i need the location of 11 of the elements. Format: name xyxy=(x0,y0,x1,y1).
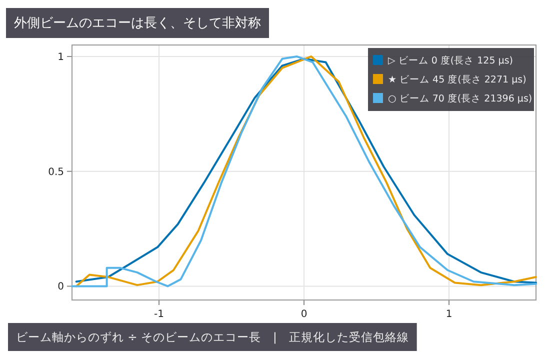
x-tick-label: -1 xyxy=(154,309,164,320)
chart-title: 外側ビームのエコーは長く、そして非対称 xyxy=(14,15,261,31)
x-tick-label: 0 xyxy=(300,309,308,320)
legend-label: ★ ビーム 45 度(長さ 2271 μs) xyxy=(388,74,526,86)
y-tick-label: 0 xyxy=(58,282,64,293)
legend-label: ○ ビーム 70 度(長さ 21396 μs) xyxy=(388,92,532,104)
x-axis-title: ビーム軸からのずれ ÷ そのビームのエコー長 | 正規化した受信包絡線 xyxy=(16,330,409,344)
y-tick-label: 1 xyxy=(58,52,64,63)
legend-label: ▷ ビーム 0 度(長さ 125 μs) xyxy=(388,54,513,66)
y-tick-label: 0.5 xyxy=(48,166,64,178)
x-tick-label: 1 xyxy=(446,309,452,320)
